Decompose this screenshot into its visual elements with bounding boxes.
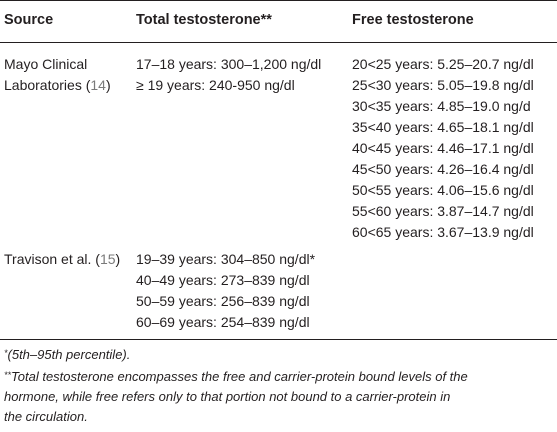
mayo-free-3: 30<35 years: 4.85–19.0 ng/d: [352, 98, 531, 114]
mayo-reference-link[interactable]: 14: [90, 77, 106, 93]
travison-total-2: 40–49 years: 273–839 ng/dl: [136, 272, 310, 288]
header-total-testosterone: Total testosterone**: [136, 12, 272, 28]
footnote-2-line2: hormone, while free refers only to that …: [4, 389, 451, 404]
mayo-total-2: ≥ 19 years: 240-950 ng/dl: [136, 77, 295, 93]
mayo-free-5: 40<45 years: 4.46–17.1 ng/dl: [352, 140, 534, 156]
travison-total-1: 19–39 years: 304–850 ng/dl*: [136, 251, 316, 267]
mayo-free-6: 45<50 years: 4.26–16.4 ng/dl: [352, 161, 534, 177]
mayo-source-line1: Mayo Clinical: [4, 56, 88, 72]
footnote-2-line3: the circulation.: [4, 409, 88, 424]
footnote-1: *(5th–95th percentile).: [4, 347, 131, 362]
travison-source: Travison et al. (15): [4, 251, 121, 267]
mayo-free-8: 55<60 years: 3.87–14.7 ng/dl: [352, 203, 534, 219]
travison-total-4: 60–69 years: 254–839 ng/dl: [136, 314, 310, 330]
mayo-source-line2: Laboratories (14): [4, 77, 111, 93]
mayo-free-9: 60<65 years: 3.67–13.9 ng/dl: [352, 224, 534, 240]
mayo-total-1: 17–18 years: 300–1,200 ng/dl: [136, 56, 322, 72]
header-free-testosterone: Free testosterone: [352, 12, 474, 28]
table-top-rule: [0, 0, 557, 1]
table-bottom-rule: [0, 339, 557, 340]
mayo-free-2: 25<30 years: 5.05–19.8 ng/dl: [352, 77, 534, 93]
footnote-2-line1: **Total testosterone encompasses the fre…: [4, 369, 468, 384]
travison-reference-link[interactable]: 15: [99, 251, 116, 267]
mayo-free-7: 50<55 years: 4.06–15.6 ng/dl: [352, 182, 534, 198]
mayo-free-1: 20<25 years: 5.25–20.7 ng/dl: [352, 56, 534, 72]
header-source: Source: [4, 12, 54, 28]
header-rule: [0, 42, 557, 43]
travison-total-3: 50–59 years: 256–839 ng/dl: [136, 293, 310, 309]
mayo-free-4: 35<40 years: 4.65–18.1 ng/dl: [352, 119, 534, 135]
